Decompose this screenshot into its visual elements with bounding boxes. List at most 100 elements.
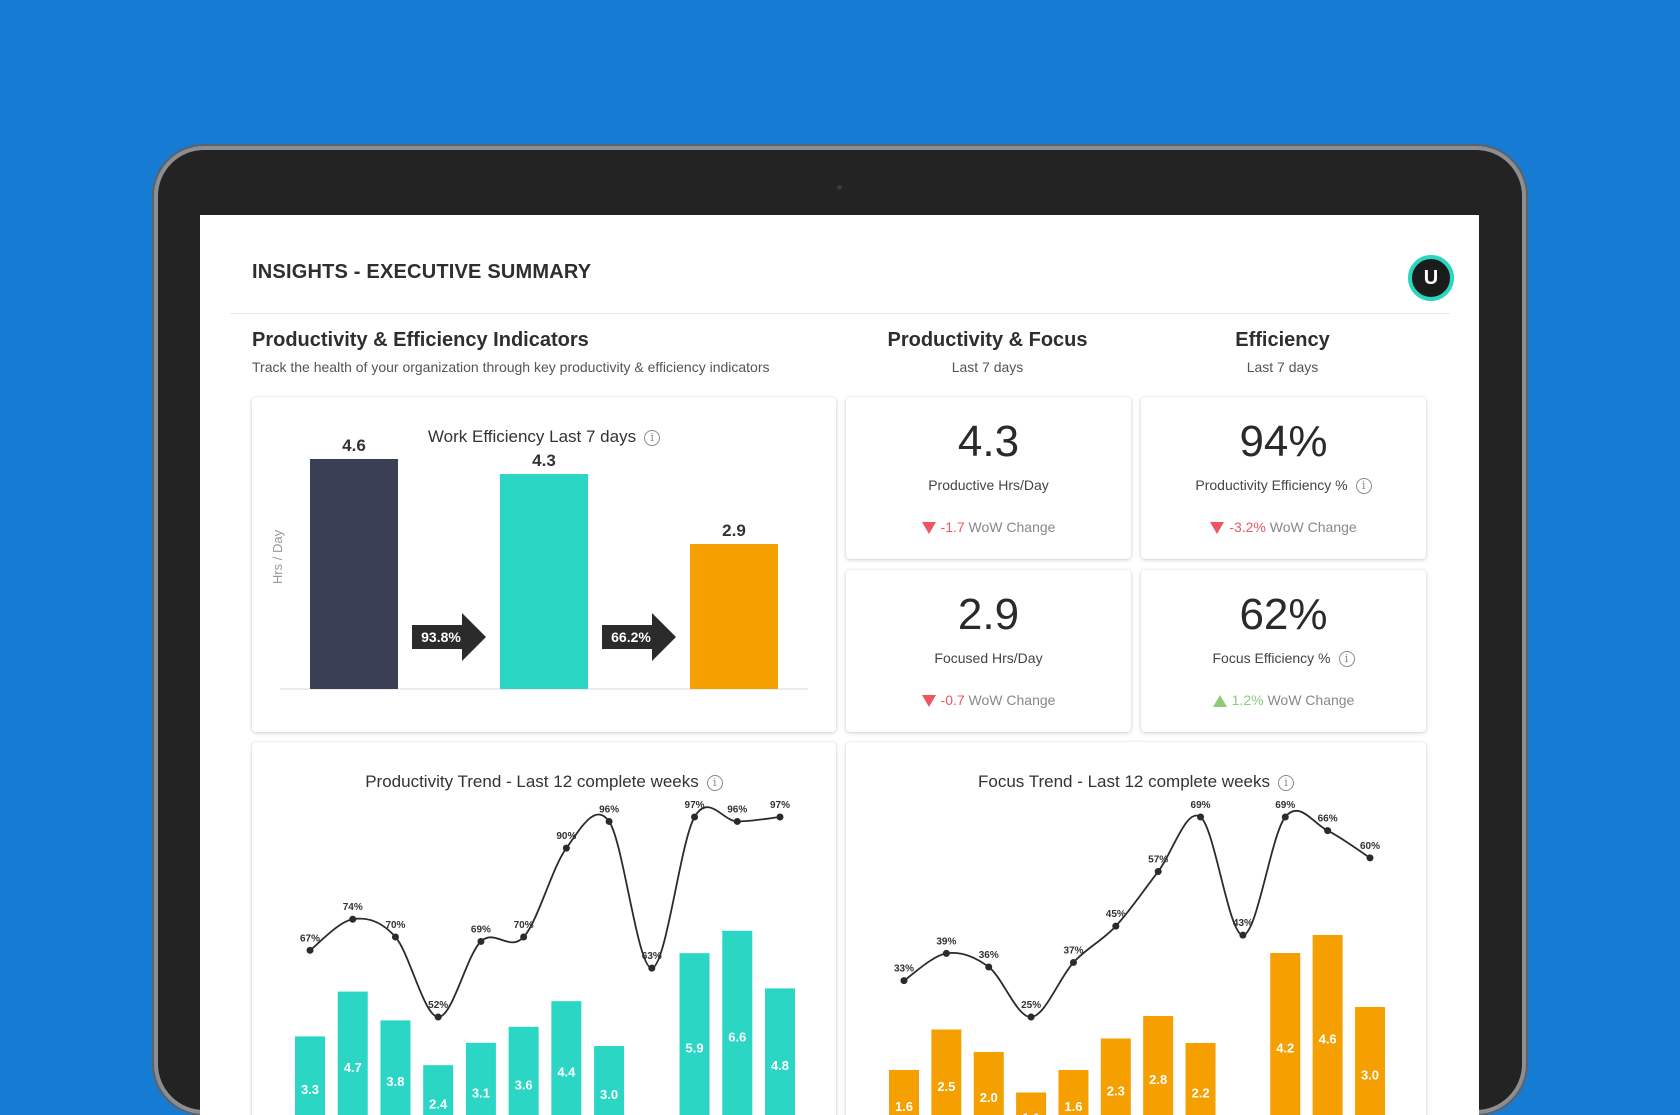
trend-bar	[594, 1046, 624, 1115]
bar	[500, 474, 588, 689]
productivity-focus-title: Productivity & Focus	[845, 329, 1130, 352]
trend-bar	[680, 953, 710, 1115]
kpi-focused-hours: 2.9 Focused Hrs/Day -0.7 WoW Change	[846, 570, 1131, 732]
trend-bar-label: 3.1	[472, 1085, 490, 1100]
trend-point-label: 74%	[343, 902, 363, 913]
change-value: -0.7	[941, 692, 965, 708]
kpi-change: -1.7 WoW Change	[846, 519, 1131, 535]
kpi-productive-hours: 4.3 Productive Hrs/Day -1.7 WoW Change	[846, 397, 1131, 559]
trend-bar-label: 2.8	[1149, 1072, 1167, 1087]
trend-point	[1282, 814, 1289, 821]
trend-point-label: 69%	[471, 924, 491, 935]
down-arrow-icon	[922, 522, 936, 534]
bar-value-label: 2.9	[722, 521, 746, 540]
trend-point-label: 63%	[642, 951, 662, 962]
trend-point	[1070, 959, 1077, 966]
trend-bar-label: 4.7	[344, 1060, 362, 1075]
app-screen: INSIGHTS - EXECUTIVE SUMMARY U Productiv…	[200, 215, 1479, 1115]
trend-bar	[380, 1020, 410, 1115]
kpi-value: 2.9	[846, 590, 1131, 640]
trend-bar	[1143, 1016, 1173, 1115]
trend-point	[477, 938, 484, 945]
trend-bar	[466, 1043, 496, 1115]
kpi-value: 62%	[1141, 590, 1426, 640]
trend-point-label: 96%	[599, 804, 619, 815]
trend-point-label: 67%	[300, 933, 320, 944]
trend-point	[734, 818, 741, 825]
arrow-label: 93.8%	[421, 629, 461, 645]
trend-bar	[722, 931, 752, 1115]
trend-point	[1028, 1014, 1035, 1021]
trend-bar-label: 2.0	[980, 1090, 998, 1105]
trend-bar-label: 2.3	[1107, 1083, 1125, 1098]
trend-bar-label: 4.6	[1319, 1032, 1337, 1047]
trend-bar-label: 6.6	[728, 1029, 746, 1044]
trend-point	[648, 965, 655, 972]
laptop-frame: INSIGHTS - EXECUTIVE SUMMARY U Productiv…	[158, 150, 1522, 1110]
change-label: WoW Change	[969, 519, 1056, 535]
trend-point	[1324, 827, 1331, 834]
trend-point	[435, 1014, 442, 1021]
webcam	[837, 185, 842, 190]
productivity-focus-period: Last 7 days	[845, 359, 1130, 375]
bar-value-label: 4.6	[342, 436, 366, 455]
change-label: WoW Change	[1267, 692, 1354, 708]
trend-bar	[1270, 953, 1300, 1115]
trend-bar-label: 3.0	[600, 1087, 618, 1102]
trend-bar	[509, 1027, 539, 1115]
trend-bar	[551, 1001, 581, 1115]
kpi-value: 4.3	[846, 417, 1131, 467]
bar	[310, 459, 398, 689]
trend-point	[1155, 868, 1162, 875]
trend-bar	[1186, 1043, 1216, 1115]
indicators-title: Productivity & Efficiency Indicators	[252, 329, 589, 352]
trend-bar	[931, 1030, 961, 1115]
trend-point	[392, 934, 399, 941]
up-arrow-icon	[1213, 695, 1227, 707]
trend-point	[777, 814, 784, 821]
trend-point-label: 25%	[1021, 1000, 1041, 1011]
info-icon[interactable]: i	[1339, 651, 1355, 667]
kpi-label-row: Productivity Efficiency %i	[1141, 477, 1426, 494]
focus-trend-chart: 1.62.52.01.11.62.32.82.24.24.63.033%39%3…	[846, 742, 1426, 1115]
trend-point	[1112, 923, 1119, 930]
kpi-label: Productive Hrs/Day	[846, 477, 1131, 493]
trend-point	[1239, 932, 1246, 939]
trend-point-label: 45%	[1106, 909, 1126, 920]
trend-point	[985, 964, 992, 971]
trend-bar-label: 2.5	[937, 1079, 955, 1094]
trend-point	[520, 934, 527, 941]
trend-bar-label: 3.3	[301, 1082, 319, 1097]
efficiency-period: Last 7 days	[1140, 359, 1425, 375]
indicators-subtitle: Track the health of your organization th…	[252, 359, 770, 375]
trend-point-label: 70%	[514, 920, 534, 931]
trend-point-label: 70%	[385, 920, 405, 931]
kpi-change: -3.2% WoW Change	[1141, 519, 1426, 535]
change-value: -1.7	[941, 519, 965, 535]
trend-point	[563, 845, 570, 852]
kpi-value: 94%	[1141, 417, 1426, 467]
trend-bar	[1355, 1007, 1385, 1115]
productivity-trend-chart: 3.34.73.82.43.13.64.43.05.96.64.867%74%7…	[252, 742, 836, 1115]
kpi-label: Focused Hrs/Day	[846, 650, 1131, 666]
trend-bar-label: 3.0	[1361, 1068, 1379, 1083]
y-axis-label: Hrs / Day	[270, 529, 285, 584]
productivity-trend-card: Productivity Trend - Last 12 complete we…	[252, 742, 836, 1115]
trend-bar-label: 1.6	[895, 1099, 913, 1114]
trend-point-label: 37%	[1063, 945, 1083, 956]
trend-point-label: 69%	[1191, 800, 1211, 811]
trend-point-label: 90%	[556, 831, 576, 842]
trend-point	[901, 977, 908, 984]
trend-point-label: 36%	[979, 950, 999, 961]
change-label: WoW Change	[1270, 519, 1357, 535]
info-icon[interactable]: i	[1356, 478, 1372, 494]
bar-value-label: 4.3	[532, 451, 556, 470]
trend-bar-label: 3.6	[515, 1077, 533, 1092]
user-avatar[interactable]: U	[1408, 255, 1454, 301]
kpi-productivity-efficiency: 94% Productivity Efficiency %i -3.2% WoW…	[1141, 397, 1426, 559]
kpi-focus-efficiency: 62% Focus Efficiency %i 1.2% WoW Change	[1141, 570, 1426, 732]
trend-point-label: 97%	[685, 800, 705, 811]
